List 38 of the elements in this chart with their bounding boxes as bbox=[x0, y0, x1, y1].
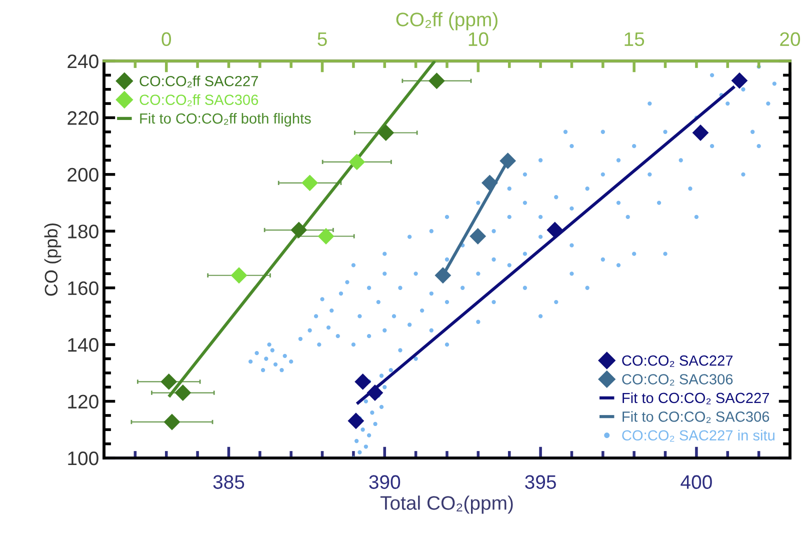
y-tick-label: 120 bbox=[68, 394, 98, 409]
y-axis-title: CO (ppb) bbox=[44, 223, 62, 296]
point bbox=[366, 384, 384, 401]
point bbox=[482, 174, 498, 192]
point bbox=[434, 267, 452, 284]
x-axis-title: Total CO₂(ppm) bbox=[380, 496, 513, 514]
y-tick-label: 160 bbox=[68, 281, 98, 296]
point bbox=[731, 72, 748, 89]
x2-tick-label: 20 bbox=[780, 32, 800, 46]
legend-label: Fit to CO:CO₂ SAC227 bbox=[622, 392, 770, 404]
y-tick-label: 100 bbox=[68, 451, 98, 466]
point bbox=[354, 374, 372, 390]
x-tick-label: 400 bbox=[680, 475, 712, 489]
y-tick-label: 180 bbox=[68, 224, 98, 238]
y-tick-label: 140 bbox=[68, 338, 98, 352]
y-tick-label: 220 bbox=[68, 111, 98, 125]
legend-label: Fit to CO:CO₂ff both flights bbox=[140, 112, 311, 127]
y-tick-label: 240 bbox=[68, 54, 98, 68]
x-tick-label: 395 bbox=[525, 475, 556, 489]
point bbox=[348, 412, 364, 430]
point bbox=[546, 222, 564, 238]
x2-axis-title: CO₂ff (ppm) bbox=[396, 12, 498, 30]
x2-tick-label: 0 bbox=[162, 32, 172, 46]
legend-label: CO:CO₂ SAC306 bbox=[622, 374, 733, 386]
point bbox=[470, 228, 486, 244]
legend-label: CO:CO₂ff SAC306 bbox=[140, 94, 258, 106]
x2-tick-label: 10 bbox=[468, 32, 488, 46]
x-tick-label: 390 bbox=[369, 475, 400, 489]
legend-label: CO:CO₂ SAC227 in situ bbox=[622, 430, 774, 442]
x2-tick-label: 15 bbox=[624, 32, 644, 46]
y-tick-label: 200 bbox=[68, 168, 98, 182]
x2-tick-label: 5 bbox=[318, 32, 327, 46]
legend-label: CO:CO₂ff SAC227 bbox=[140, 76, 258, 88]
x-tick-label: 385 bbox=[213, 475, 244, 489]
point bbox=[500, 152, 516, 170]
legend-label: Fit to CO:CO₂ SAC306 bbox=[622, 411, 770, 423]
point bbox=[692, 124, 709, 141]
legend-label: CO:CO₂ SAC227 bbox=[622, 355, 733, 367]
